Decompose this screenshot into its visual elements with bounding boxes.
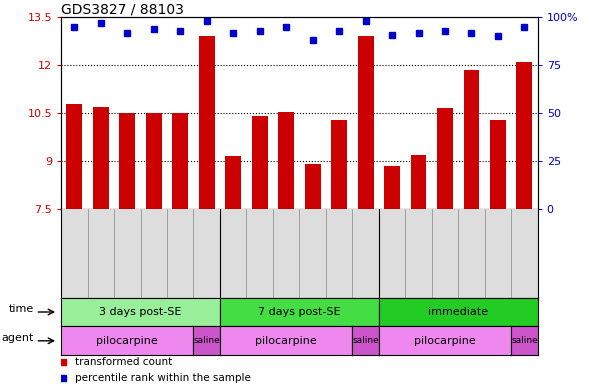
Bar (305, 164, 321, 209)
Bar (93, 107, 109, 209)
Bar (67, 104, 82, 209)
Text: percentile rank within the sample: percentile rank within the sample (75, 373, 251, 383)
Text: saline: saline (511, 336, 538, 345)
Text: immediate: immediate (428, 307, 488, 317)
Bar (411, 155, 426, 209)
Text: 7 days post-SE: 7 days post-SE (258, 307, 341, 317)
Text: pilocarpine: pilocarpine (255, 336, 317, 346)
Bar (146, 113, 162, 209)
Text: time: time (9, 304, 34, 314)
Bar (516, 62, 532, 209)
Text: pilocarpine: pilocarpine (97, 336, 158, 346)
Bar (252, 116, 268, 209)
Bar (357, 36, 373, 209)
Text: saline: saline (193, 336, 220, 345)
Bar (172, 113, 188, 209)
Bar (490, 120, 506, 209)
Bar (384, 166, 400, 209)
Bar (119, 113, 135, 209)
Text: GDS3827 / 88103: GDS3827 / 88103 (61, 2, 184, 16)
Bar (199, 36, 214, 209)
Bar (437, 109, 453, 209)
Bar (331, 120, 347, 209)
Text: 3 days post-SE: 3 days post-SE (100, 307, 181, 317)
Text: pilocarpine: pilocarpine (414, 336, 476, 346)
Bar (225, 157, 241, 209)
Bar (278, 112, 294, 209)
Text: agent: agent (1, 333, 34, 343)
Text: transformed count: transformed count (75, 358, 173, 367)
Text: saline: saline (352, 336, 379, 345)
Bar (464, 70, 480, 209)
